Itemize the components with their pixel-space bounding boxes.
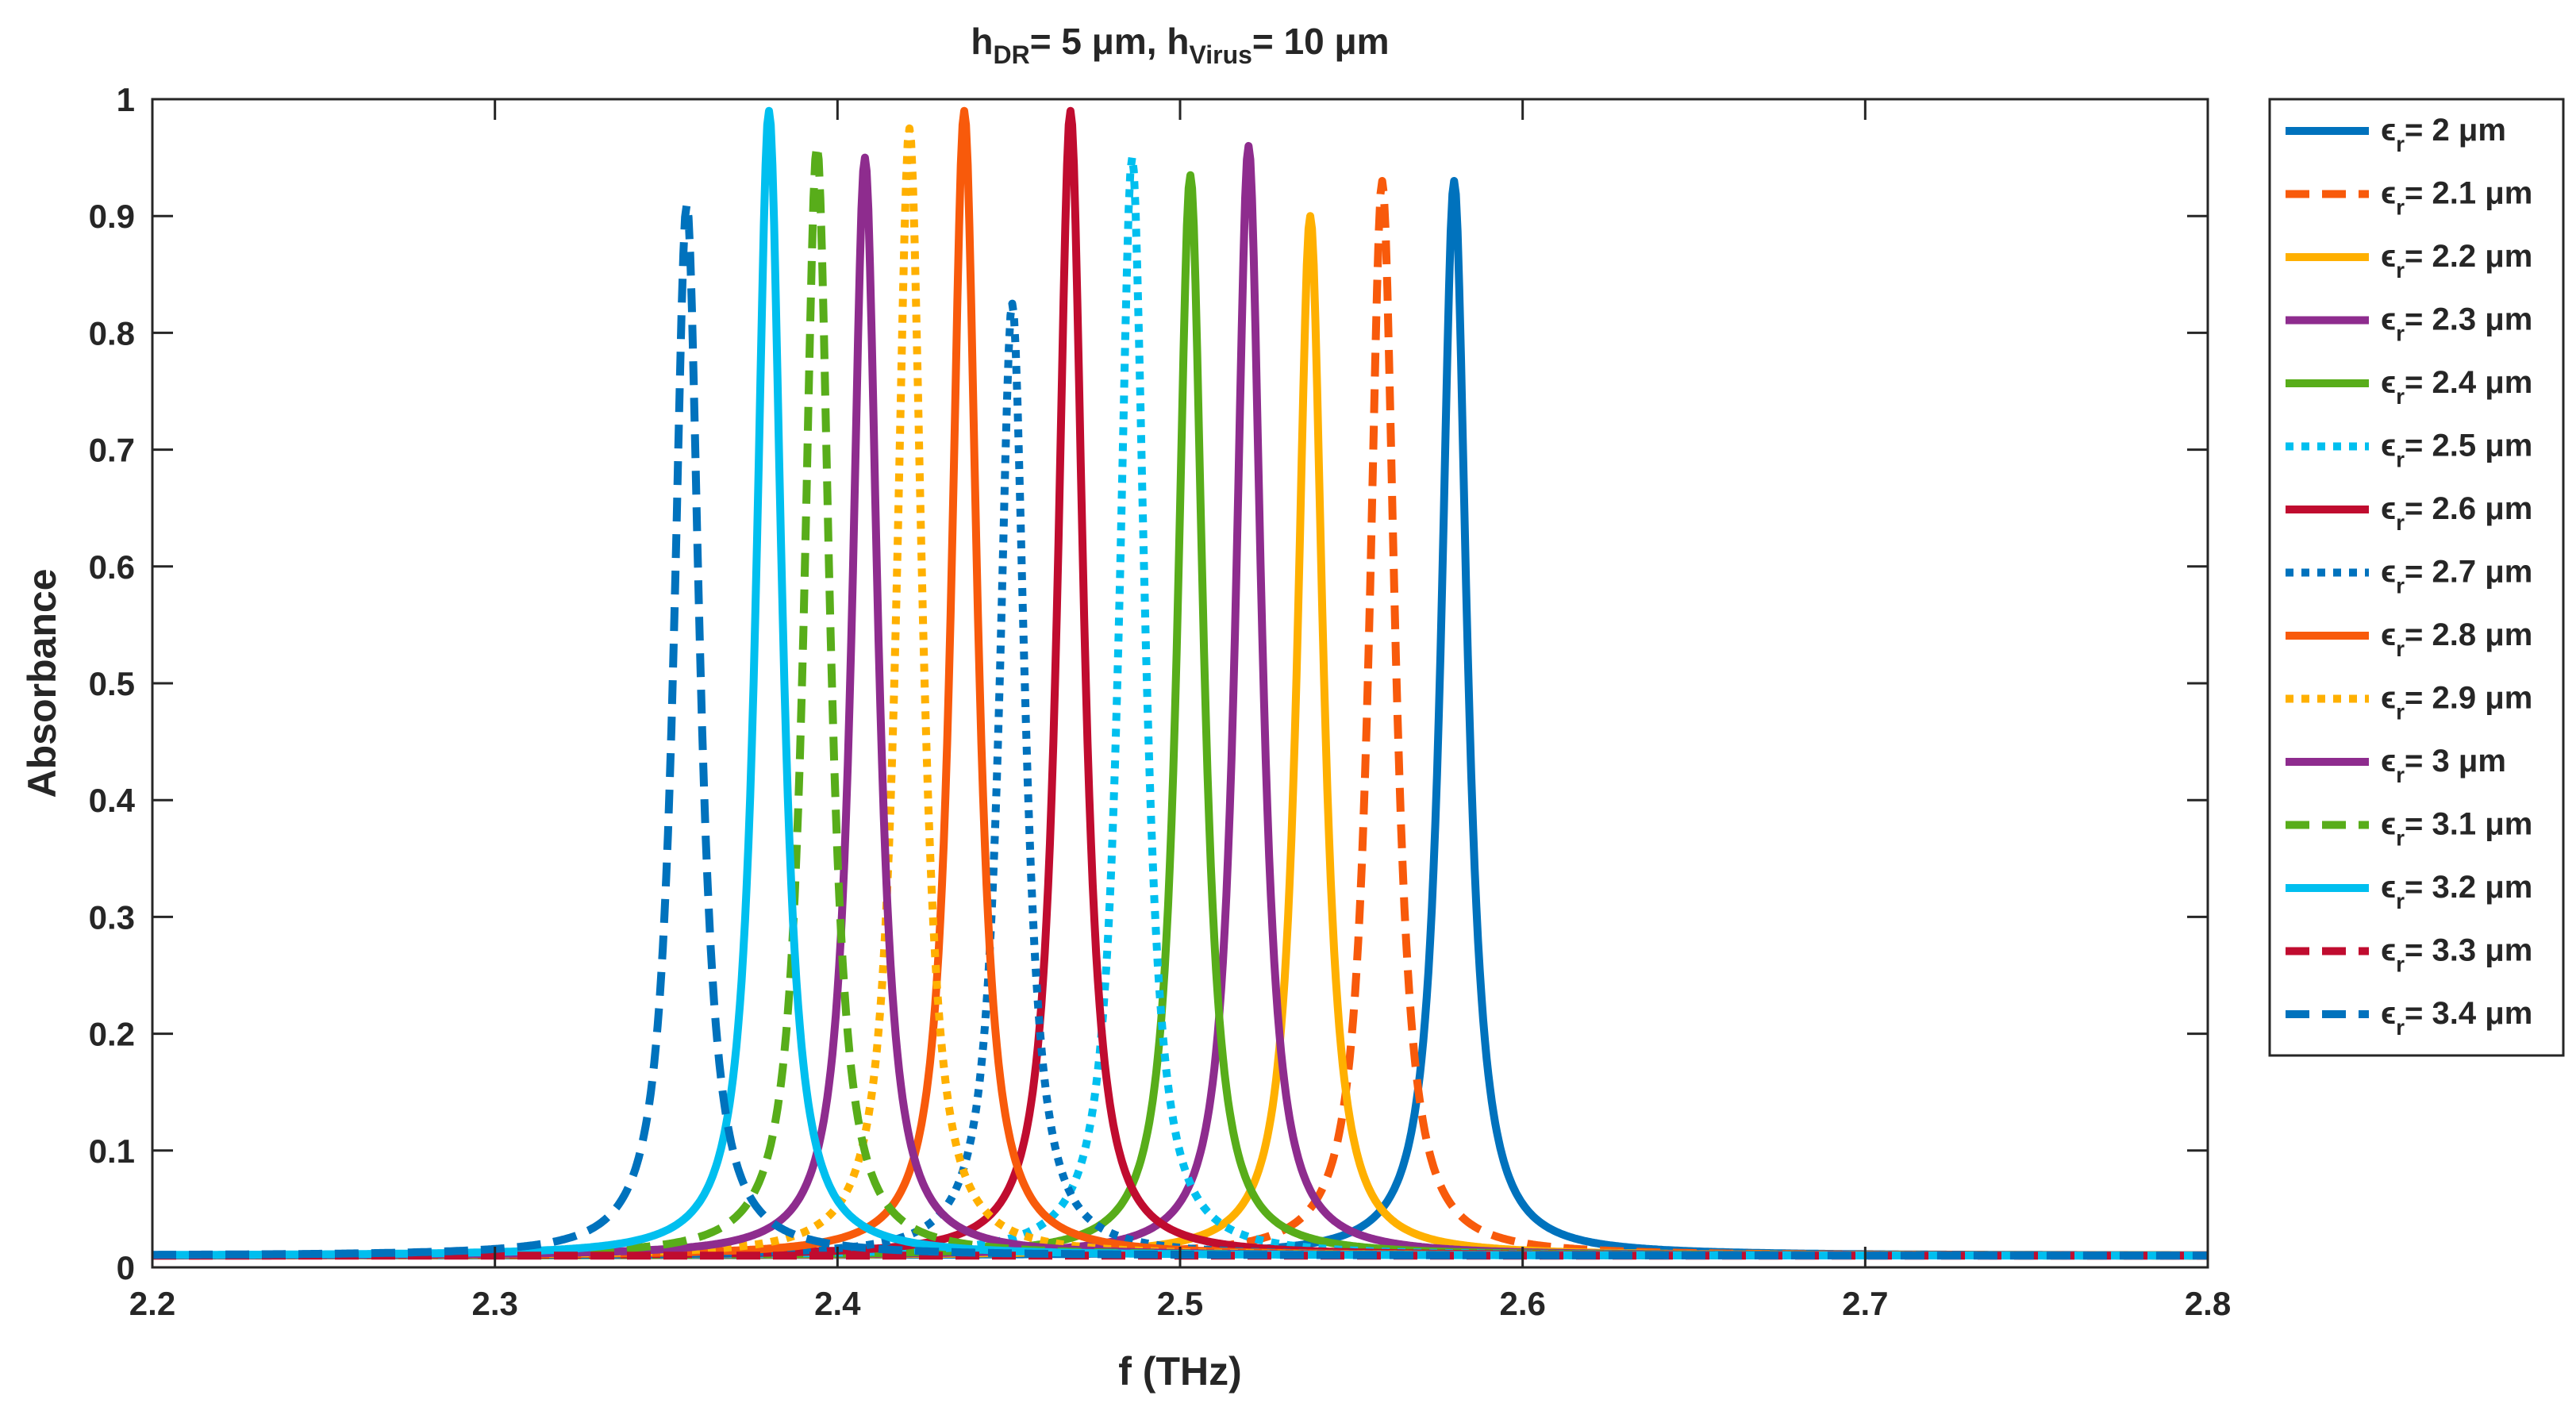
legend-label: ϵr= 2.1 μm xyxy=(2381,176,2532,220)
series-line-3.2 xyxy=(150,106,2210,1260)
legend-label: ϵr= 2.3 μm xyxy=(2381,302,2532,346)
y-tick-label: 1 xyxy=(117,81,135,118)
legend-item: ϵr= 3.3 μm xyxy=(2286,933,2532,977)
legend-label: ϵr= 2.2 μm xyxy=(2381,239,2532,283)
legend-label: ϵr= 2.8 μm xyxy=(2381,617,2532,661)
legend-label: ϵr= 2.4 μm xyxy=(2381,365,2532,409)
x-tick-label: 2.2 xyxy=(129,1285,175,1322)
legend-item: ϵr= 2.8 μm xyxy=(2286,617,2532,661)
legend-label: ϵr= 3 μm xyxy=(2381,744,2506,787)
legend-label: ϵr= 3.1 μm xyxy=(2381,807,2532,851)
legend-label: ϵr= 3.3 μm xyxy=(2381,933,2532,977)
legend-item: ϵr= 2.7 μm xyxy=(2286,555,2532,598)
series-line-3.1 xyxy=(150,141,2210,1260)
legend-item: ϵr= 2.4 μm xyxy=(2286,365,2532,409)
series-line-2.9 xyxy=(150,124,2210,1260)
legend-item: ϵr= 2.5 μm xyxy=(2286,429,2532,472)
x-axis: 2.2 2.3 2.4 2.5 2.6 2.7 2.8 xyxy=(129,99,2231,1322)
plot-area-frame xyxy=(151,98,2209,1269)
y-tick-label: 0.8 xyxy=(89,314,135,352)
legend-item: ϵr= 3.4 μm xyxy=(2286,996,2532,1040)
x-tick-label: 2.8 xyxy=(2185,1285,2231,1322)
series-line-2.4 xyxy=(150,171,2210,1259)
y-tick-label: 0.4 xyxy=(89,782,136,819)
legend-label: ϵr= 2.6 μm xyxy=(2381,491,2532,535)
series-line-3 xyxy=(150,153,2210,1260)
y-tick-label: 0.6 xyxy=(89,548,135,586)
legend-item: ϵr= 2.2 μm xyxy=(2286,239,2532,283)
series-line-2.3 xyxy=(150,141,2210,1259)
legend-item: ϵr= 2.3 μm xyxy=(2286,302,2532,346)
legend-label: ϵr= 3.4 μm xyxy=(2381,996,2532,1040)
y-axis: 0 0.1 0.2 0.3 0.4 0.5 0.6 0.7 0.8 0.9 1 xyxy=(89,81,2208,1286)
legend-item: ϵr= 2.1 μm xyxy=(2286,176,2532,220)
legend-item: ϵr= 3 μm xyxy=(2286,744,2506,787)
legend-item: ϵr= 2.9 μm xyxy=(2286,681,2532,725)
series-line-2.5 xyxy=(150,153,2210,1259)
x-tick-label: 2.7 xyxy=(1842,1285,1888,1322)
y-axis-label: Absorbance xyxy=(20,569,64,798)
legend-label: ϵr= 2.9 μm xyxy=(2381,681,2532,725)
legend: ϵr= 2 μm ϵr= 2.1 μm ϵr= 2.2 μm ϵr= 2.3 μm ϵr… xyxy=(2286,113,2532,1040)
x-tick-label: 2.6 xyxy=(1499,1285,1545,1322)
y-tick-label: 0.2 xyxy=(89,1016,135,1053)
legend-item: ϵr= 2 μm xyxy=(2286,113,2506,156)
y-tick-label: 0.7 xyxy=(89,432,135,469)
x-axis-label: f (THz) xyxy=(1118,1349,1242,1394)
series-line-2.6 xyxy=(150,106,2210,1259)
legend-item: ϵr= 2.6 μm xyxy=(2286,491,2532,535)
legend-item: ϵr= 3.2 μm xyxy=(2286,870,2532,913)
legend-label: ϵr= 2.7 μm xyxy=(2381,555,2532,598)
x-tick-label: 2.3 xyxy=(471,1285,517,1322)
y-tick-label: 0.9 xyxy=(89,198,135,235)
y-tick-label: 0 xyxy=(117,1249,135,1286)
x-tick-label: 2.4 xyxy=(814,1285,861,1322)
legend-label: ϵr= 2.5 μm xyxy=(2381,429,2532,472)
series-curves xyxy=(150,106,2210,1260)
series-line-2.8 xyxy=(150,106,2210,1260)
legend-label: ϵr= 2 μm xyxy=(2381,113,2506,156)
legend-label: ϵr= 3.2 μm xyxy=(2381,870,2532,913)
y-tick-label: 0.5 xyxy=(89,665,135,702)
y-tick-label: 0.3 xyxy=(89,898,135,936)
chart-title: hDR= 5 μm, hVirus= 10 μm xyxy=(971,21,1389,69)
legend-item: ϵr= 3.1 μm xyxy=(2286,807,2532,851)
y-tick-label: 0.1 xyxy=(89,1132,135,1170)
x-tick-label: 2.5 xyxy=(1157,1285,1203,1322)
